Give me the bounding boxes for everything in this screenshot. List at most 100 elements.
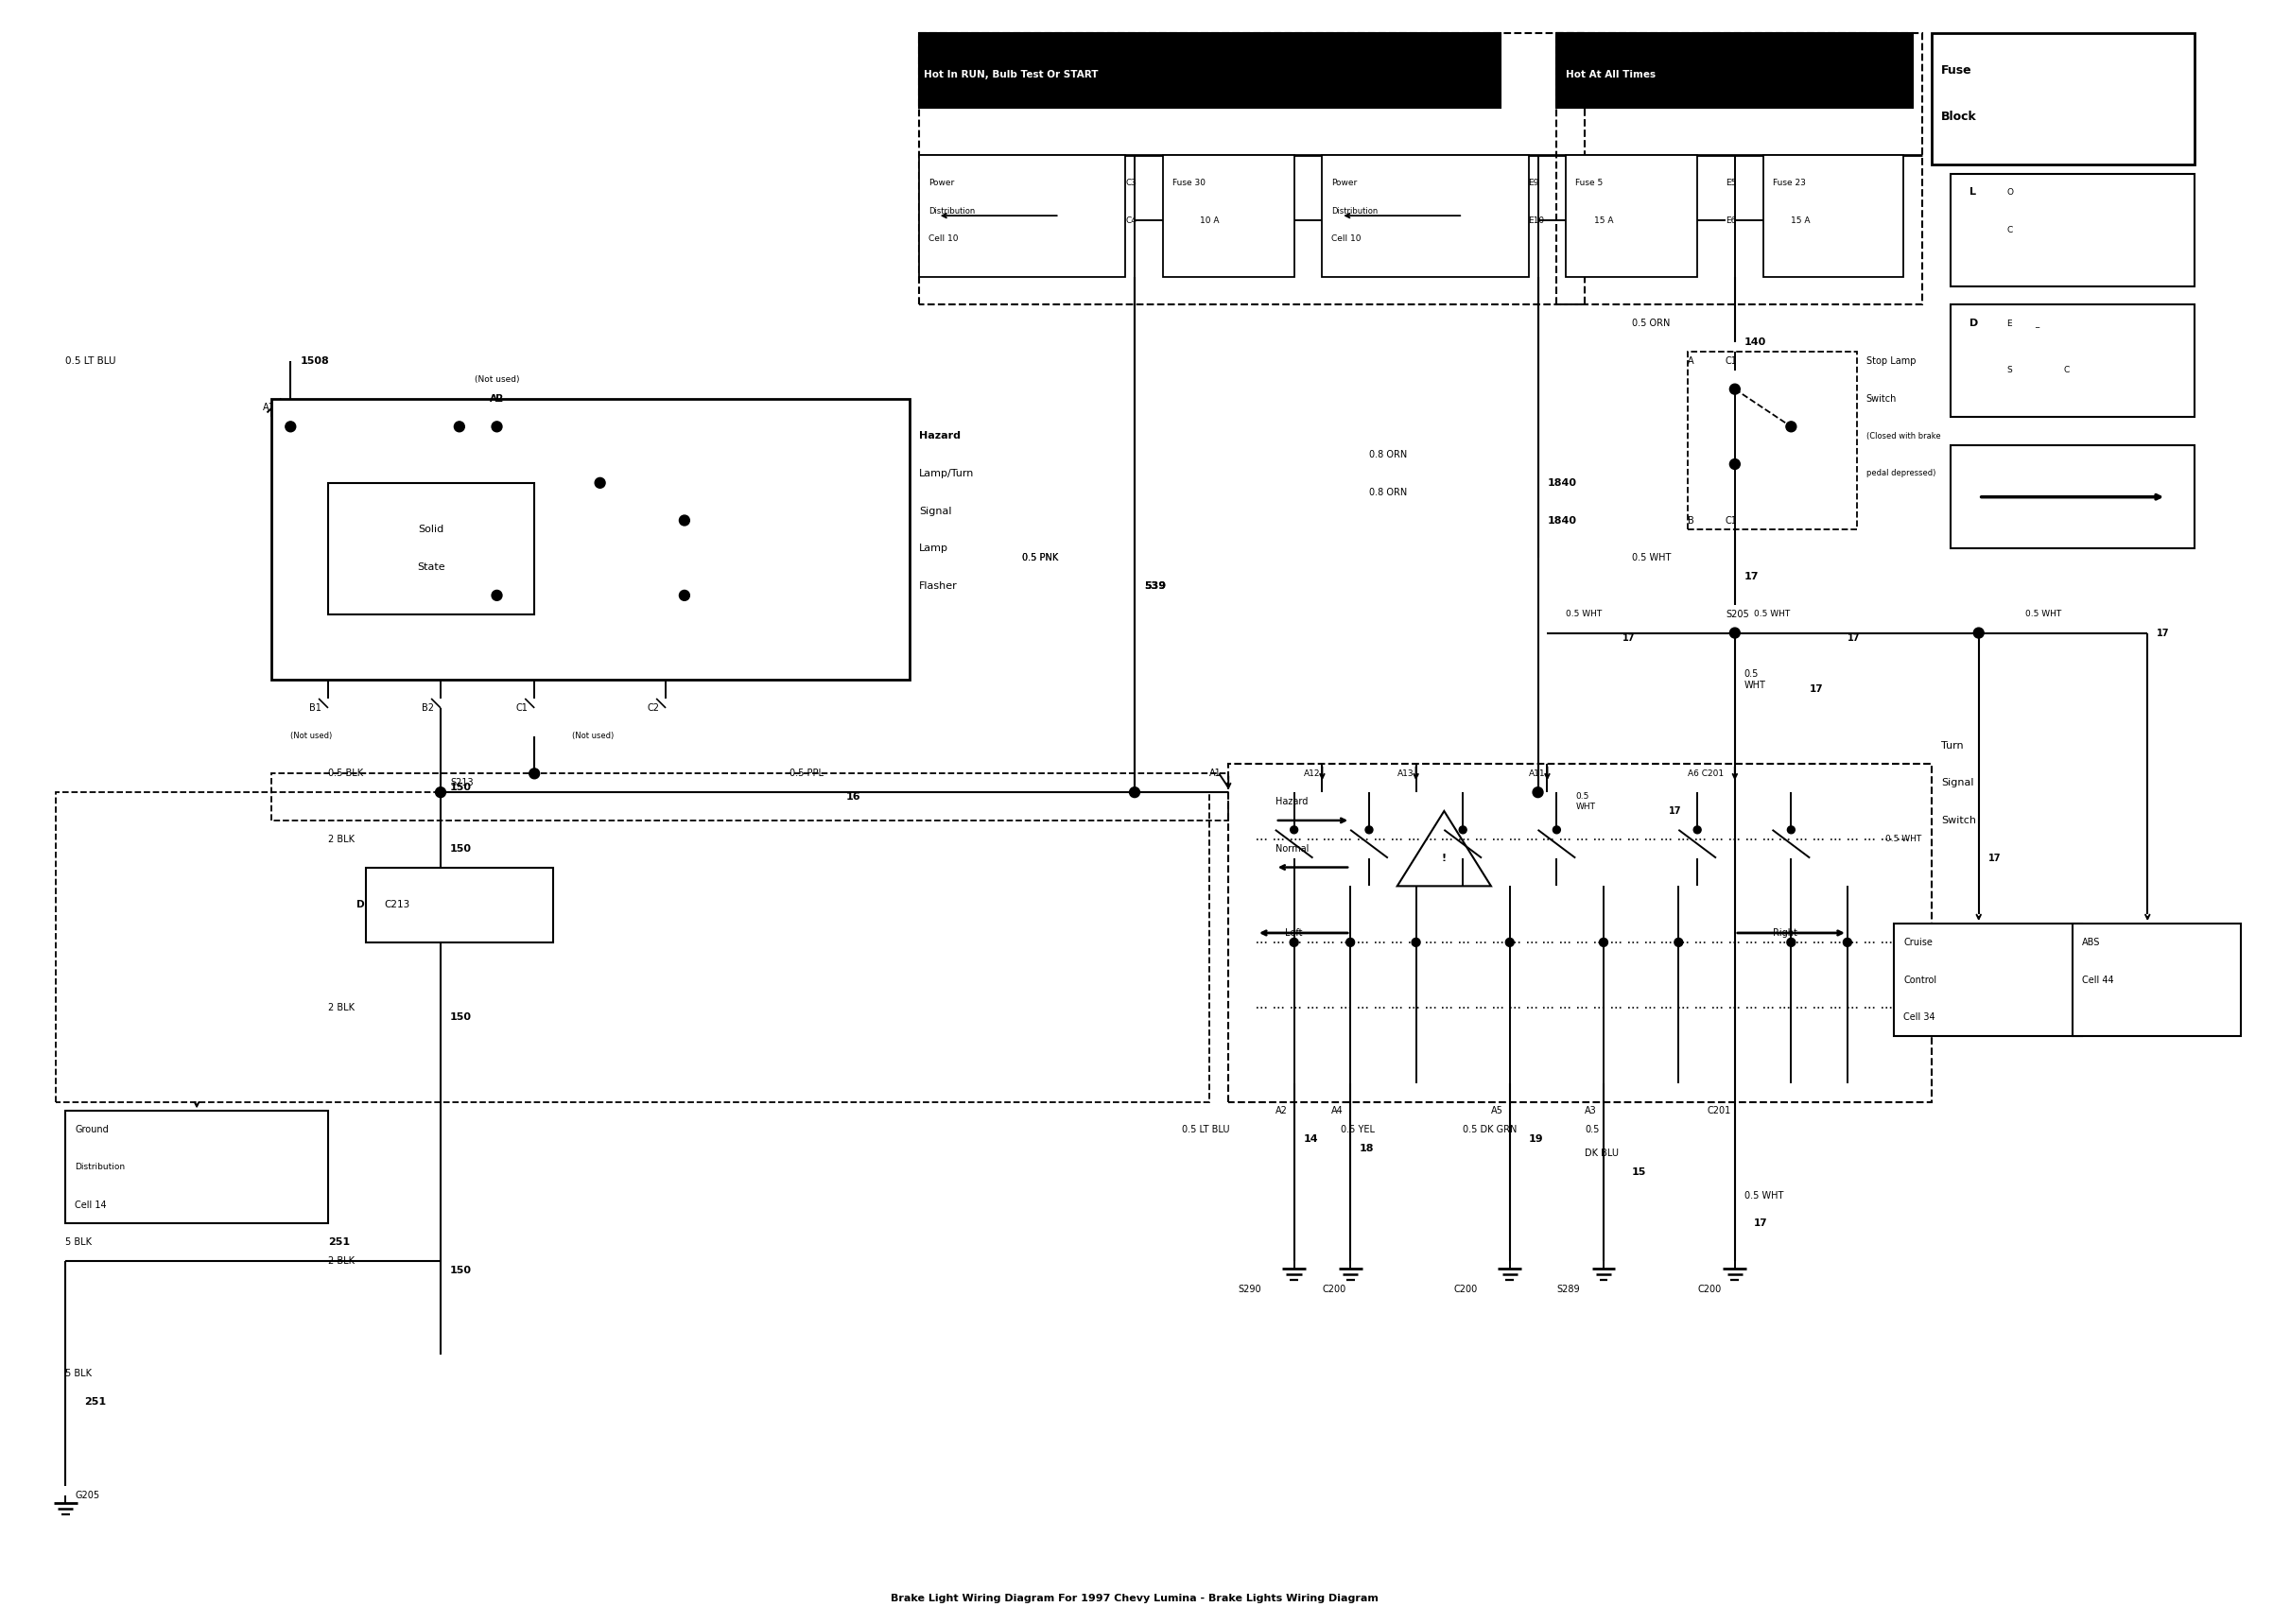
Circle shape (1600, 939, 1607, 947)
Circle shape (436, 788, 446, 797)
Circle shape (530, 768, 539, 780)
Circle shape (596, 477, 605, 489)
Text: O: O (2007, 188, 2014, 197)
Text: C200: C200 (1698, 1285, 1721, 1294)
Text: Cell 10: Cell 10 (927, 235, 959, 244)
Text: L: L (1968, 187, 1975, 197)
Text: Power: Power (1332, 179, 1357, 187)
Text: Switch: Switch (1941, 815, 1975, 825)
Text: Block: Block (1941, 110, 1978, 123)
Text: 0.5
WHT: 0.5 WHT (1743, 669, 1766, 690)
Text: 5 BLK: 5 BLK (66, 1369, 91, 1379)
Bar (66, 1111, 327, 1223)
Text: 0.5 WHT: 0.5 WHT (1743, 1190, 1784, 1200)
Text: S: S (2007, 365, 2012, 375)
Bar (273, 398, 909, 680)
Bar (1764, 154, 1905, 276)
Text: 251: 251 (327, 1237, 350, 1247)
Text: 0.8 ORN: 0.8 ORN (1368, 450, 1407, 460)
Text: 0.5 WHT: 0.5 WHT (2025, 611, 2062, 619)
Text: C200: C200 (1323, 1285, 1346, 1294)
Text: C1: C1 (1725, 356, 1737, 365)
Text: D: D (357, 900, 364, 909)
Text: Hazard: Hazard (1275, 797, 1307, 807)
Bar (2073, 924, 2241, 1036)
Text: Fuse 23: Fuse 23 (1773, 179, 1805, 187)
Circle shape (286, 422, 295, 432)
Text: A2: A2 (1275, 1106, 1287, 1116)
Circle shape (1730, 628, 1741, 638)
Circle shape (1675, 939, 1682, 947)
Circle shape (1730, 383, 1741, 395)
Text: 0.5 YEL: 0.5 YEL (1341, 1125, 1375, 1135)
Bar (1932, 32, 2193, 164)
Text: C201: C201 (1707, 1106, 1730, 1116)
Circle shape (1366, 827, 1373, 833)
Text: Signal: Signal (1941, 778, 1973, 788)
Text: Switch: Switch (1866, 393, 1896, 403)
Text: C3: C3 (1125, 179, 1136, 187)
Text: A3: A3 (1584, 1106, 1598, 1116)
Text: Cell 44: Cell 44 (2082, 974, 2114, 984)
Text: 539: 539 (1143, 581, 1166, 591)
Text: (Not used): (Not used) (475, 375, 518, 383)
Text: E: E (2007, 320, 2012, 328)
Circle shape (1412, 939, 1421, 947)
Circle shape (1787, 422, 1796, 432)
Text: 16: 16 (846, 793, 861, 802)
Text: C: C (2007, 226, 2014, 234)
Bar (918, 32, 1500, 107)
Bar (1557, 32, 1914, 107)
Text: Fuse 30: Fuse 30 (1173, 179, 1205, 187)
Text: Lamp: Lamp (918, 544, 948, 554)
Text: C1: C1 (516, 703, 527, 713)
Text: 1840: 1840 (1548, 477, 1577, 487)
Text: 2 BLK: 2 BLK (327, 835, 355, 844)
Text: Distribution: Distribution (75, 1163, 125, 1171)
Text: A12: A12 (1302, 770, 1321, 778)
Text: C213: C213 (384, 900, 409, 909)
Text: 150: 150 (450, 844, 473, 853)
Text: 2 BLK: 2 BLK (327, 1004, 355, 1013)
Text: 150: 150 (450, 1013, 473, 1021)
Text: 19: 19 (1527, 1135, 1543, 1143)
Text: B2: B2 (423, 703, 434, 713)
Text: 17: 17 (1623, 633, 1634, 643)
Text: Fuse 5: Fuse 5 (1575, 179, 1602, 187)
Text: 1508: 1508 (300, 356, 330, 365)
Text: A5: A5 (1491, 1106, 1502, 1116)
Bar (366, 867, 552, 942)
Circle shape (1552, 827, 1559, 833)
Text: 14: 14 (1302, 1135, 1318, 1143)
Text: A11: A11 (1527, 770, 1546, 778)
Text: C: C (2064, 365, 2068, 375)
Text: S213: S213 (450, 778, 473, 788)
Bar (1893, 924, 2082, 1036)
Circle shape (1787, 939, 1796, 947)
Text: Solid: Solid (418, 525, 443, 534)
Text: 17: 17 (1743, 572, 1759, 581)
Text: A13: A13 (1398, 770, 1414, 778)
Text: C2: C2 (648, 703, 659, 713)
Text: 0.5 PNK: 0.5 PNK (1023, 554, 1059, 562)
Text: 5 BLK: 5 BLK (66, 1237, 91, 1247)
Circle shape (1973, 628, 1984, 638)
Text: !: ! (1441, 853, 1446, 862)
Text: 251: 251 (84, 1397, 107, 1406)
Text: _: _ (2034, 320, 2039, 328)
Text: 539: 539 (1143, 581, 1166, 591)
Text: A1: A1 (1209, 768, 1221, 778)
Text: Stop Lamp: Stop Lamp (1866, 356, 1916, 365)
Text: Right: Right (1773, 929, 1798, 937)
Text: 0.5 LT BLU: 0.5 LT BLU (1182, 1125, 1230, 1135)
Text: Normal: Normal (1275, 844, 1309, 853)
Text: 0.5 LT BLU: 0.5 LT BLU (66, 356, 116, 365)
Text: Signal: Signal (918, 507, 952, 516)
Text: G205: G205 (75, 1491, 100, 1501)
Text: D: D (1968, 318, 1978, 328)
Bar (1950, 174, 2193, 286)
Text: (Not used): (Not used) (573, 732, 614, 741)
Text: 17: 17 (1848, 633, 1859, 643)
Text: B: B (1689, 516, 1693, 525)
Text: State: State (418, 562, 446, 572)
